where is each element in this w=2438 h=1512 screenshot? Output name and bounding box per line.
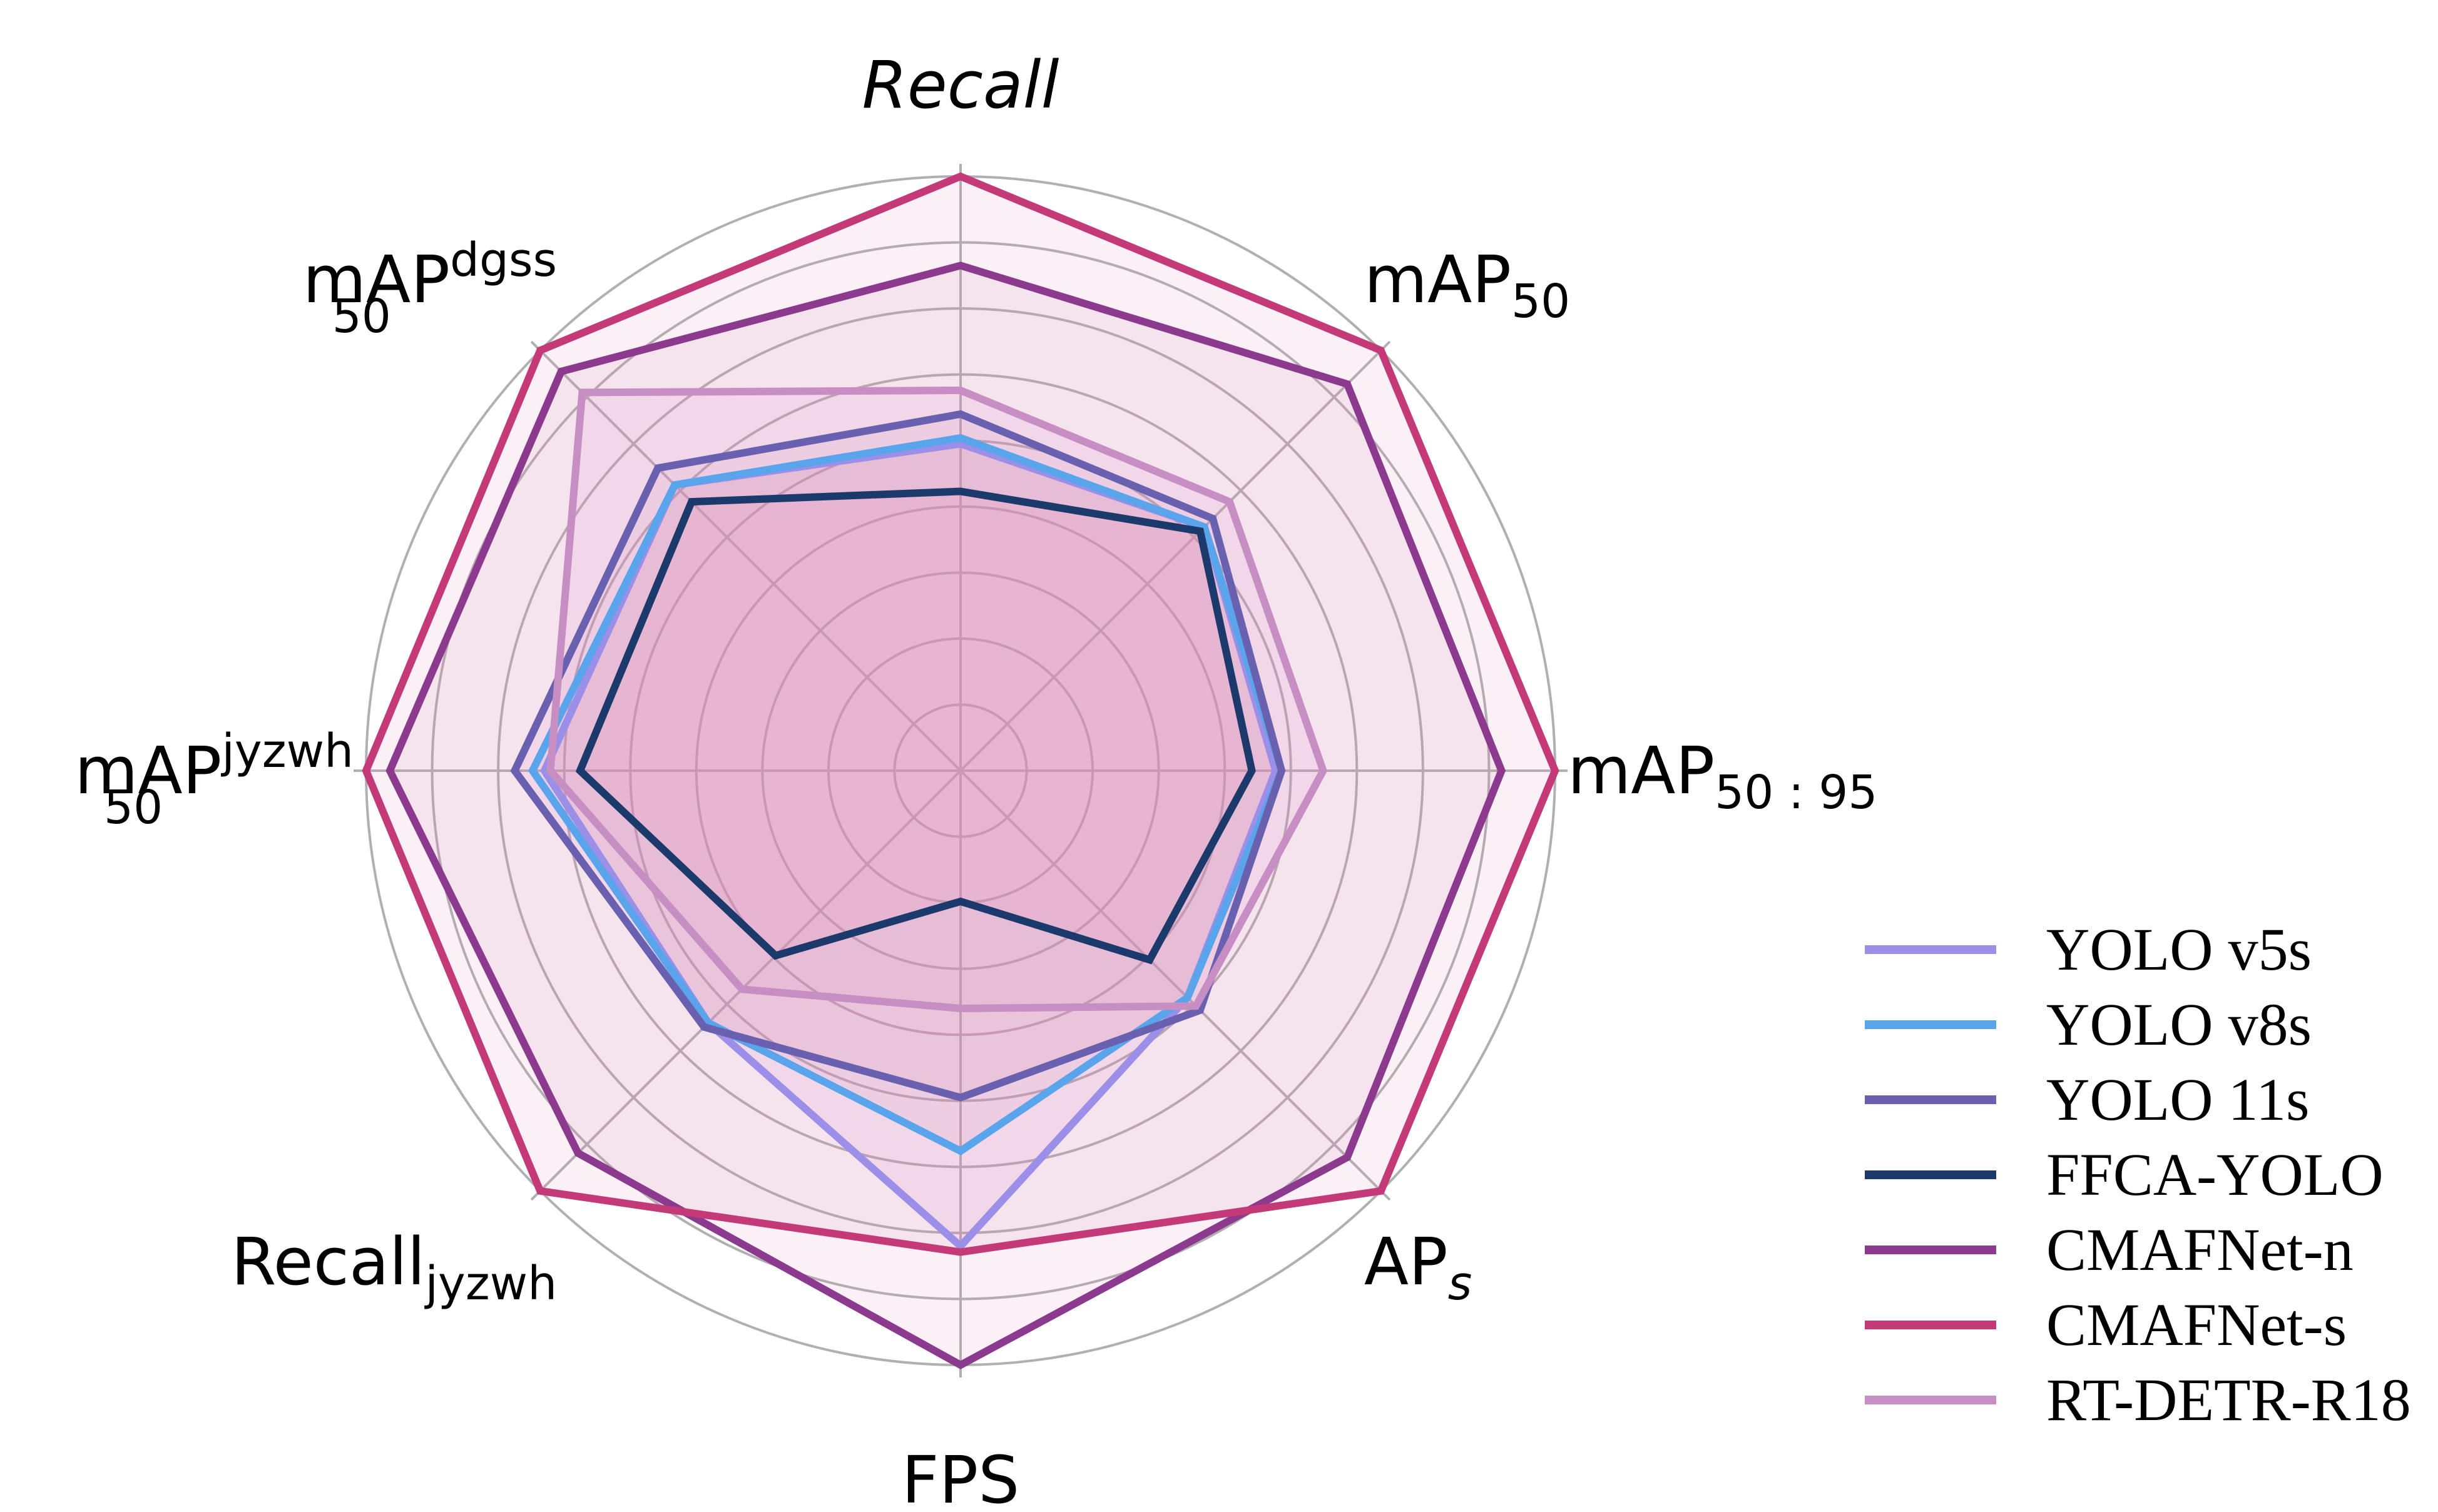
axis-label-base: FPS [902, 1442, 1020, 1512]
series-line-cmafnet-s [362, 172, 1559, 1256]
series-fill [580, 491, 1252, 960]
axis-label-base: Recall [231, 1224, 425, 1300]
series-fill [533, 438, 1282, 1151]
legend-label: FFCA-YOLO [2046, 1141, 2384, 1208]
axis-label-map5095: mAP50 : 95 [1568, 733, 1877, 819]
series-fills [366, 176, 1555, 1365]
series-fill [366, 176, 1555, 1252]
legend-label: YOLO 11s [2046, 1066, 2309, 1133]
axis-label-map50_dgss: mAPdgss 50 [303, 233, 557, 343]
series-fill [550, 390, 1324, 1008]
legend-label: RT-DETR-R18 [2046, 1366, 2411, 1433]
legend-label: CMAFNet-n [2046, 1216, 2354, 1283]
grid-spoke [959, 769, 1391, 1201]
axis-label-sub: 50 [1511, 275, 1570, 328]
series-fill [514, 414, 1282, 1098]
series-line-cmafnet-n [385, 261, 1506, 1369]
series-line-yolo-11s [510, 410, 1286, 1102]
axis-label-fps: FPS [902, 1442, 1020, 1512]
axis-label-sub: s [1448, 1257, 1472, 1311]
legend: YOLO v5s YOLO v8s YOLO 11s FFCA-YOLO CMAFNet… [1865, 916, 2411, 1433]
axis-label-base: mAP [74, 733, 222, 809]
axis-label-base: mAP [303, 241, 450, 318]
series-line-yolo-v8s [528, 434, 1286, 1155]
axis-label-map50: mAP50 [1364, 241, 1570, 328]
series-lines [362, 172, 1559, 1369]
axis-label-base: AP [1364, 1224, 1448, 1300]
axis-label-recall_jyzwh: Recalljyzwh [231, 1224, 557, 1311]
grid-spoke [530, 769, 962, 1201]
axis-label-sup: dgss [450, 233, 557, 287]
axis-label-sup: jyzwh [220, 724, 354, 778]
grid-spoke [530, 340, 962, 772]
legend-label: CMAFNet-s [2046, 1291, 2347, 1358]
axis-label-base: mAP [1364, 241, 1511, 318]
axis-label-sub: 50 [104, 781, 163, 835]
axis-label-sub: jyzwh [424, 1257, 557, 1311]
legend-label: YOLO v5s [2046, 916, 2312, 983]
axis-label-base: Recall [862, 47, 1059, 123]
series-line-rt-detr-r18 [546, 386, 1328, 1013]
axis-label-map50_jyzwh: mAPjyzwh 50 [74, 724, 354, 835]
series-line-ffca-yolo [575, 487, 1256, 965]
series-fill [390, 265, 1502, 1365]
axis-label-aps: APs [1364, 1224, 1472, 1311]
axis-label-base: mAP [1568, 733, 1715, 809]
grid-spoke [959, 340, 1391, 772]
axis-label-recall: Recall [862, 47, 1059, 123]
axis-label-sub: 50 [332, 290, 391, 343]
legend-label: YOLO v8s [2046, 991, 2312, 1058]
axis-label-sub: 50 : 95 [1715, 766, 1877, 819]
